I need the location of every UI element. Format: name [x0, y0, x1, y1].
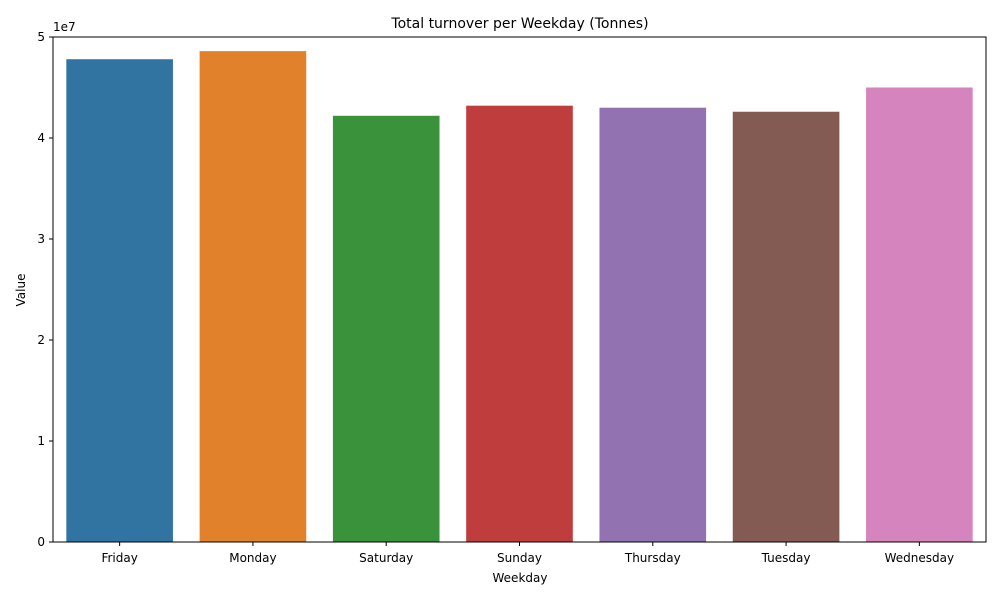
y-tick-label: 5 — [37, 30, 45, 44]
plot-frame — [52, 36, 987, 543]
x-tick-label: Sunday — [497, 551, 542, 565]
y-tick-label: 0 — [37, 535, 45, 549]
bar-friday — [66, 59, 173, 542]
x-tick-label: Saturday — [359, 551, 413, 565]
bars-group — [66, 51, 973, 543]
bar-saturday — [332, 115, 440, 542]
x-tick-label: Friday — [101, 551, 137, 565]
x-axis: Friday Monday Saturday Sunday Thursday Tuesda… — [101, 542, 954, 565]
bar-sunday — [466, 105, 573, 543]
y-tick-label: 4 — [37, 131, 45, 145]
x-tick-label: Wednesday — [885, 551, 954, 565]
y-axis-label: Value — [14, 274, 28, 307]
bar-monday — [199, 51, 307, 542]
y-tick-label: 2 — [37, 333, 45, 347]
x-tick-label: Monday — [229, 551, 276, 565]
chart-title: Total turnover per Weekday (Tonnes) — [390, 16, 648, 32]
y-offset-text: 1e7 — [53, 20, 76, 34]
bar-thursday — [599, 107, 707, 542]
y-axis: 0 1 2 3 4 5 — [37, 30, 53, 549]
bar-wednesday — [866, 87, 973, 542]
y-tick-label: 3 — [37, 232, 45, 246]
x-tick-label: Tuesday — [761, 551, 811, 565]
x-axis-label: Weekday — [493, 571, 548, 585]
y-tick-label: 1 — [37, 434, 45, 448]
x-tick-label: Thursday — [624, 551, 681, 565]
bar-tuesday — [732, 111, 840, 543]
